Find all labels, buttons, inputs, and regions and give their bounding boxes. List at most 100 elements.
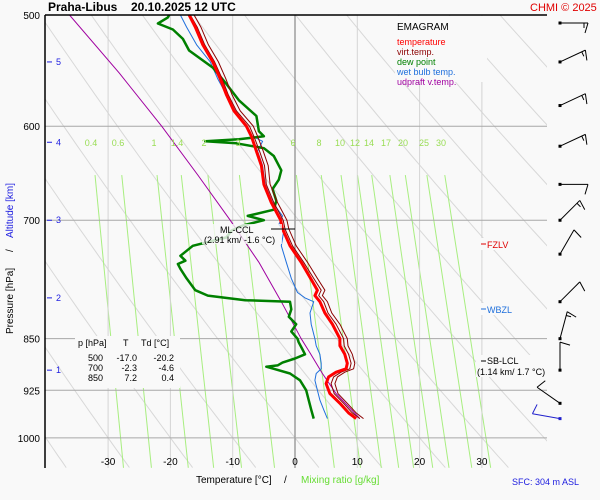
barb-half-flag [566, 315, 572, 318]
mixing-ratio-line [180, 174, 215, 468]
y-tick-label: 1000 [18, 434, 41, 445]
dry-adiabat-line [45, 177, 257, 468]
barb-staff [559, 229, 575, 255]
mixing-ratio-line [426, 174, 473, 468]
mixing-ratio-label: 6 [290, 138, 295, 148]
surface-info: SFC: 304 m ASL [512, 477, 579, 487]
dry-adiabat-line [243, 15, 547, 375]
wbzl-label: WBZL [487, 305, 512, 315]
mixing-ratio-label: 30 [436, 138, 446, 148]
mixing-ratio-label: 10 [335, 138, 345, 148]
x-tick-label: -10 [225, 457, 240, 468]
barb-half-flag [581, 51, 585, 57]
barb-flag [531, 404, 538, 414]
barb-station-dot [558, 401, 562, 405]
table-header-p: p [hPa] [78, 338, 107, 348]
mixing-ratio-label: 20 [398, 138, 408, 148]
legend-updraft: udpraft v.temp. [397, 77, 456, 87]
dry-adiabat-line [528, 0, 600, 468]
mixing-ratio-line [340, 174, 382, 468]
mixing-ratio-line [371, 174, 415, 468]
legend-title: EMAGRAM [397, 22, 449, 33]
series-dew-point [156, 15, 315, 419]
mixing-ratio-line [295, 174, 335, 468]
barb-staff [559, 281, 581, 303]
altitude-tick-label: 5 [56, 57, 61, 67]
y-axis-label-altitude: Altitude [km] [5, 183, 16, 238]
y-tick-label: 500 [23, 11, 40, 22]
mixing-ratio-label: 14 [364, 138, 374, 148]
profile-series [69, 15, 364, 420]
barb-flag [584, 134, 588, 145]
barb-flag [579, 200, 586, 210]
barb-staff [532, 413, 561, 420]
barb-flag [559, 341, 571, 346]
x-tick-label: 0 [292, 457, 298, 468]
table-bg [75, 336, 180, 388]
dry-adiabat-line [141, 15, 509, 468]
sb-lcl-label: SB-LCL [487, 356, 519, 366]
dry-adiabat-line [192, 15, 547, 442]
altitude-tick-label: 2 [56, 293, 61, 303]
barb-half-flag [581, 135, 585, 141]
series-udpraft-v-temp [69, 15, 361, 419]
barb-flag [584, 50, 588, 61]
axes: 0.4 0.6 1 1.4 2 3 6 8 10 12 14 17 20 25 30500600700850… [18, 11, 547, 468]
legend-virt-temp: virt.temp. [397, 47, 434, 57]
dry-adiabat-line [45, 260, 194, 468]
fzlv-label: FZLV [487, 240, 508, 250]
dry-adiabat-line [90, 15, 446, 468]
dry-adiabat-line [0, 0, 3, 468]
mixing-ratio-label: 2 [201, 138, 206, 148]
table-cell: -20.2 [153, 353, 174, 363]
mixing-ratio-label: 0.6 [112, 138, 125, 148]
mixing-ratio-label: 1.4 [171, 138, 184, 148]
x-tick-label: -30 [101, 457, 116, 468]
ml-ccl-annotation: ML-CCL (2.91 km/ -1.6 °C) [202, 224, 295, 245]
barb-half-flag [576, 202, 581, 208]
barb-station-dot [558, 252, 562, 256]
barb-staff [536, 386, 561, 404]
wind-barb [558, 341, 571, 372]
series-virt-temp [189, 15, 361, 419]
sb-lcl-annotation: SB-LCL (1.14 km/ 1.7 °C) [476, 355, 558, 377]
ml-ccl-detail: (2.91 km/ -1.6 °C) [204, 235, 275, 245]
table-cell: -17.0 [116, 353, 137, 363]
mixing-ratio-label: 3 [235, 138, 240, 148]
dry-adiabat-line [346, 15, 547, 247]
barb-station-dot [558, 21, 562, 25]
fzlv-annotation: FZLV [480, 238, 522, 250]
dry-adiabat-line [448, 15, 547, 126]
x-axis-separator: / [284, 475, 287, 486]
y-tick-label: 925 [23, 386, 40, 397]
mixing-ratio-label: 0.4 [85, 138, 98, 148]
table-cell: 700 [88, 363, 103, 373]
mixing-ratio-label: 1 [151, 138, 156, 148]
legend-wet-bulb: wet bulb temp. [396, 67, 456, 77]
wind-barb [536, 380, 562, 405]
wind-barbs [531, 21, 589, 421]
table-cell: 0.4 [161, 373, 174, 383]
x-tick-label: -20 [163, 457, 178, 468]
barb-staff [559, 133, 586, 147]
wind-barb [558, 49, 588, 64]
legend-dew-point: dew point [397, 57, 436, 67]
series-virt-temp-outline [193, 15, 364, 419]
dry-adiabat-line [45, 346, 130, 468]
x-axis-label: Temperature [°C] [196, 475, 272, 486]
mixing-ratio-line [94, 174, 124, 468]
mixing-ratio-line [357, 174, 400, 468]
dry-adiabat-line [397, 15, 547, 186]
credit-text: CHMI © 2025 [530, 2, 597, 14]
wind-barb [558, 21, 589, 34]
mixing-ratio-label: 8 [316, 138, 321, 148]
wbzl-annotation: WBZL [480, 303, 522, 315]
dry-adiabat-line [294, 15, 547, 310]
mixing-ratio-label: 17 [381, 138, 391, 148]
wind-barb [558, 133, 588, 148]
mixing-ratio-line [389, 174, 434, 468]
wind-barb [558, 281, 586, 304]
table-cell: 500 [88, 353, 103, 363]
mixing-ratio-label: 25 [419, 138, 429, 148]
y-tick-label: 850 [23, 335, 40, 346]
